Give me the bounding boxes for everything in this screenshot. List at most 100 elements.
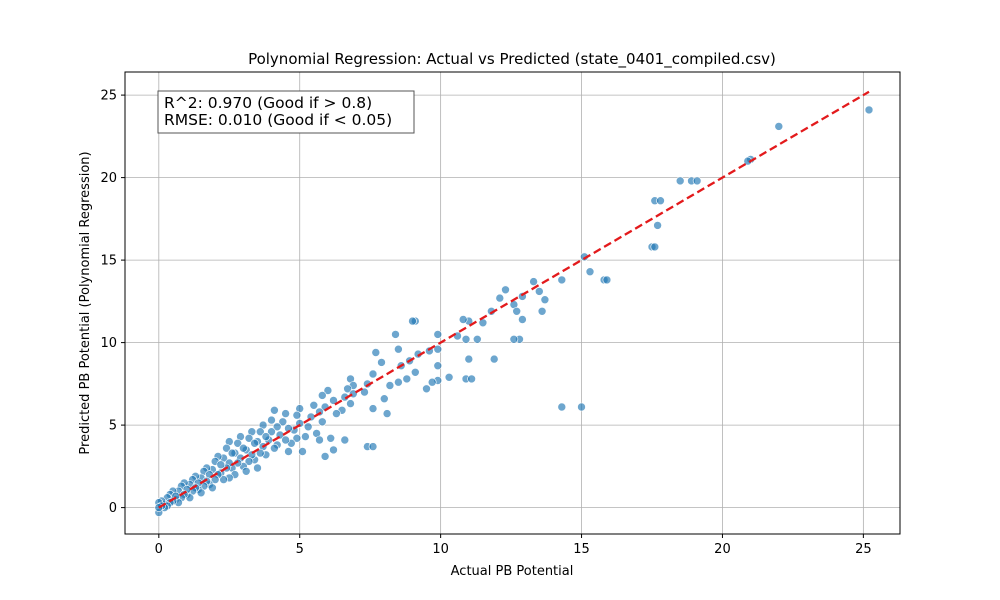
y-tick-label: 25 [100, 89, 117, 104]
data-point [382, 409, 392, 418]
data-point [557, 402, 567, 412]
data-point [261, 432, 271, 441]
data-point [253, 463, 262, 473]
data-point [208, 483, 217, 493]
data-point [534, 287, 544, 296]
data-point [461, 334, 471, 344]
data-point [577, 402, 586, 412]
y-tick-label: 15 [100, 254, 117, 269]
data-point [219, 475, 228, 484]
data-point [270, 443, 279, 453]
x-tick-label: 10 [432, 542, 449, 557]
data-point [557, 275, 567, 285]
data-point [320, 452, 330, 461]
grid [125, 72, 900, 534]
data-point [410, 367, 420, 377]
data-point [216, 460, 226, 470]
data-point [284, 447, 293, 456]
reference-line [158, 90, 870, 509]
data-point [368, 369, 378, 379]
y-tick-label: 0 [109, 501, 117, 516]
data-point [467, 374, 476, 384]
data-point [270, 405, 279, 415]
data-point [241, 466, 251, 476]
data-point [433, 361, 443, 371]
x-axis-label: Actual PB Potential [451, 564, 574, 579]
data-point [298, 447, 307, 456]
data-point [385, 381, 395, 390]
data-point [233, 438, 242, 448]
data-point [377, 358, 386, 367]
data-point [222, 443, 231, 453]
data-point [255, 427, 265, 437]
data-point [518, 315, 527, 324]
data-point [267, 427, 276, 437]
data-point [315, 435, 324, 445]
axis-ticks: 0 5 10 15 20 25 0 5 10 15 20 25 [100, 89, 871, 557]
data-point [585, 267, 595, 277]
x-tick-label: 0 [155, 542, 163, 557]
data-point [444, 372, 454, 382]
data-point [394, 377, 403, 387]
data-point [864, 105, 874, 115]
data-point [329, 445, 338, 455]
data-point [512, 306, 522, 316]
data-point [267, 415, 276, 425]
data-point [675, 176, 685, 186]
data-point [196, 488, 206, 498]
x-tick-label: 15 [573, 542, 590, 557]
data-point [227, 448, 237, 458]
data-point [281, 409, 290, 418]
r2-text: R^2: 0.970 (Good if > 0.8) [164, 94, 372, 112]
plot-frame [124, 71, 901, 535]
data-point [394, 344, 403, 354]
data-point [244, 433, 254, 443]
data-point [309, 400, 319, 410]
data-point [489, 354, 499, 364]
data-point [602, 275, 612, 285]
data-point [692, 176, 702, 186]
data-point [402, 374, 412, 384]
data-point [346, 399, 355, 408]
data-point [244, 457, 254, 466]
data-point [509, 334, 519, 344]
data-point [326, 433, 336, 443]
data-point [472, 334, 482, 344]
data-point [317, 391, 327, 400]
data-point [529, 277, 538, 286]
data-point [495, 293, 505, 303]
y-tick-label: 20 [100, 171, 117, 186]
chart-title: Polynomial Regression: Actual vs Predict… [248, 50, 776, 69]
data-point [323, 386, 333, 395]
data-point [379, 394, 389, 404]
data-point [343, 384, 352, 394]
data-point [368, 442, 378, 451]
rmse-text: RMSE: 0.010 (Good if < 0.05) [164, 111, 392, 129]
data-point [501, 285, 510, 295]
data-point [278, 417, 288, 427]
data-point [303, 422, 313, 432]
data-point [332, 409, 341, 418]
data-point [408, 316, 417, 326]
data-point [464, 354, 474, 364]
x-tick-label: 25 [855, 542, 872, 557]
y-tick-label: 10 [100, 336, 117, 351]
metrics-annotation: R^2: 0.970 (Good if > 0.8) RMSE: 0.010 (… [157, 90, 415, 134]
data-point [458, 315, 468, 324]
data-point [281, 435, 290, 445]
x-tick-label: 5 [296, 542, 304, 557]
data-point [650, 242, 660, 252]
data-point [317, 417, 327, 427]
data-point [301, 432, 310, 441]
data-point [371, 348, 381, 357]
data-point [422, 384, 431, 394]
data-point [255, 448, 265, 458]
data-point [433, 330, 443, 339]
x-tick-label: 20 [714, 542, 731, 557]
data-point [239, 443, 248, 453]
data-point [368, 404, 378, 413]
data-point [292, 410, 302, 420]
data-point [292, 433, 302, 443]
